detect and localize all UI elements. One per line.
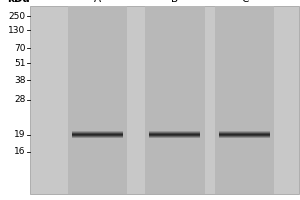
- Text: 16: 16: [14, 147, 26, 156]
- Text: 250: 250: [8, 12, 26, 21]
- Text: B: B: [171, 0, 178, 4]
- Text: 38: 38: [14, 76, 26, 85]
- Text: 19: 19: [14, 130, 26, 139]
- Text: A: A: [94, 0, 101, 4]
- Text: C: C: [241, 0, 248, 4]
- Text: kDa: kDa: [7, 0, 30, 4]
- Text: 70: 70: [14, 44, 26, 53]
- Text: 28: 28: [14, 96, 26, 104]
- Text: 51: 51: [14, 59, 26, 68]
- Text: 130: 130: [8, 26, 26, 35]
